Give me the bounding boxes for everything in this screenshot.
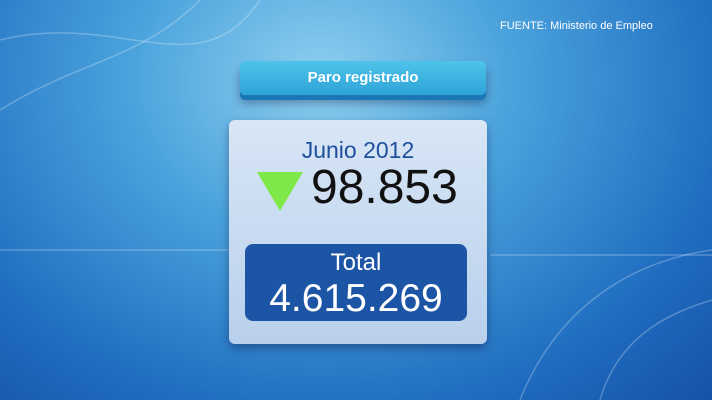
total-label: Total: [330, 249, 382, 276]
down-triangle-icon: [257, 172, 303, 211]
total-value: 4.615.269: [269, 277, 443, 320]
stats-card: Junio 2012 98.853 Total 4.615.269: [229, 120, 487, 344]
total-box: Total 4.615.269: [245, 244, 467, 321]
source-label: FUENTE: Ministerio de Empleo: [500, 20, 653, 32]
period-label: Junio 2012: [301, 137, 415, 163]
title-banner: Paro registrado: [240, 61, 486, 95]
monthly-change-value: 98.853: [311, 161, 458, 214]
